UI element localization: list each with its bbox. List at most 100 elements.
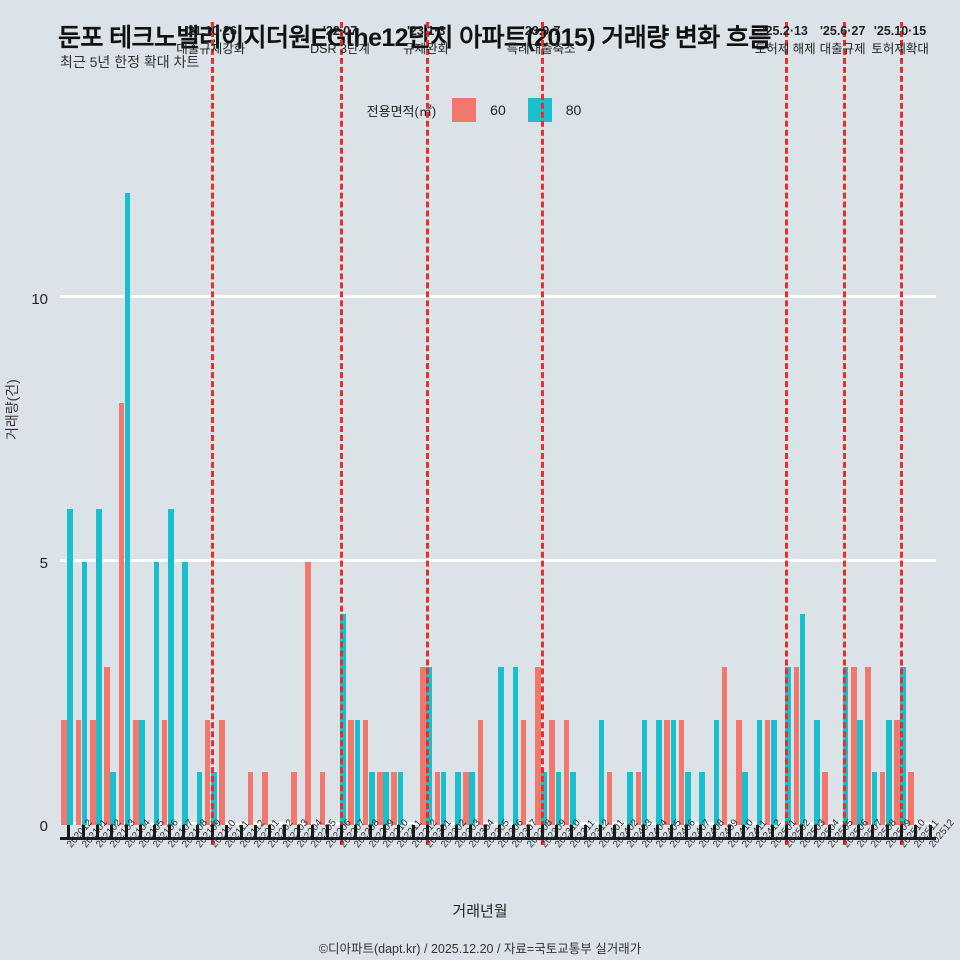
bar-202201-60: [247, 772, 254, 825]
event-label-202506: '25.6·27 대출규제: [798, 22, 888, 58]
event-label-202110: '21.10·26 대출규제강화: [166, 22, 256, 58]
bar-202309-80: [541, 772, 547, 825]
x-tick-202402: [612, 825, 616, 837]
event-date-202510: '25.10·15: [873, 24, 927, 38]
x-tick-202311: [569, 825, 573, 837]
bar-202207-80: [340, 614, 346, 825]
x-tick-202204: [296, 825, 300, 837]
x-tick-202105: [138, 825, 142, 837]
legend-label-80: 80: [565, 102, 582, 118]
event-date-202502: '25.2·13: [762, 24, 808, 38]
x-tick-202111: [225, 825, 229, 837]
bar-202311-60: [563, 719, 570, 825]
x-tick-202507: [857, 825, 861, 837]
event-text-202207: DSR 3단계: [310, 42, 370, 57]
event-date-202506: '25.6·27: [819, 24, 866, 38]
bar-202408-80: [699, 772, 705, 825]
x-tick-202505: [828, 825, 832, 837]
bar-202205-60: [305, 561, 311, 825]
event-text-202301: 규제완화: [403, 42, 450, 57]
x-axis: 202012 202101 202102 202103 202104 202105 2021…: [60, 817, 957, 945]
x-tick-202112: [239, 825, 243, 837]
bar-202108-80: [182, 561, 188, 825]
legend-swatch-80: [527, 98, 552, 122]
bar-202307-80: [512, 666, 519, 825]
x-tick-202312: [584, 825, 588, 837]
x-tick-202502: [785, 825, 789, 837]
bar-202211-80: [397, 772, 404, 825]
bar-202403-80: [627, 772, 634, 825]
bar-202503-80: [799, 614, 806, 825]
bar-202503-60: [793, 666, 800, 825]
x-tick-202210: [383, 825, 387, 837]
x-axis-line: [60, 837, 936, 840]
bar-202110-60: [204, 719, 211, 825]
event-label-202207: '22.07 DSR 3단계: [295, 22, 385, 58]
bar-202103-80: [110, 772, 117, 825]
x-tick-202303: [454, 825, 458, 837]
bar-202107-60: [161, 719, 168, 825]
bar-202506-80: [842, 666, 849, 825]
x-tick-202506: [842, 825, 846, 837]
bar-202101-60: [75, 719, 82, 825]
x-tick-202404: [641, 825, 645, 837]
bar-202309-60: [535, 666, 541, 825]
bar-202107-80: [167, 508, 174, 825]
event-label-202502: '25.2·13 토허제 해제: [740, 22, 830, 58]
bar-202208-60: [348, 719, 354, 825]
x-tick-202308: [526, 825, 530, 837]
bar-202411-60: [736, 719, 742, 825]
bar-202306-80: [498, 666, 504, 825]
x-tick-202501: [770, 825, 774, 837]
x-axis-title: 거래년월: [452, 903, 508, 920]
page-title: 둔포 테크노밸리이지더원EGthe12단지 아파트(2015) 거래량 변화 흐…: [58, 24, 771, 52]
bar-202407-80: [684, 772, 691, 825]
x-tick-202301: [426, 825, 430, 837]
x-tick-202106: [153, 825, 157, 837]
bar-202509-80: [885, 719, 892, 825]
bar-202511-60: [908, 772, 915, 825]
bar-202402-60: [606, 772, 613, 825]
event-text-202510: 토허제확대: [871, 42, 929, 57]
bar-202101-80: [81, 561, 88, 825]
axis-baseline: [60, 822, 936, 825]
bar-202310-80: [555, 772, 562, 825]
x-tick-202307: [512, 825, 516, 837]
event-date-202207: '22.07: [322, 24, 358, 38]
bar-202501-80: [771, 719, 777, 825]
x-tick-202104: [124, 825, 128, 837]
legend-title: 전용면적(㎡): [366, 103, 437, 119]
x-tick-202202: [268, 825, 272, 837]
bar-202204-60: [290, 772, 297, 825]
bar-202304-60: [463, 772, 469, 825]
x-tick-202304: [469, 825, 473, 837]
bar-202406-60: [664, 719, 670, 825]
bar-202406-80: [670, 719, 677, 825]
y-tick-label-0: 0: [39, 818, 48, 835]
bar-202304-80: [469, 772, 476, 825]
bar-202411-80: [742, 772, 748, 825]
bar-202410-60: [721, 666, 728, 825]
x-tick-202410: [727, 825, 731, 837]
x-tick-202211: [397, 825, 401, 837]
x-tick-202405: [655, 825, 659, 837]
bar-202305-60: [477, 719, 484, 825]
event-line-202502: [785, 22, 789, 845]
event-line-202510: [900, 22, 904, 845]
bar-202012-80: [67, 508, 73, 825]
x-tick-202107: [167, 825, 171, 837]
bar-202404-60: [635, 772, 642, 825]
bar-202206-60: [319, 772, 326, 825]
bar-202302-80: [440, 772, 447, 825]
x-tick-202509: [885, 825, 889, 837]
x-tick-202206: [325, 825, 329, 837]
y-axis-title: 거래량(건): [4, 379, 20, 440]
page-subtitle: 최근 5년 한정 확대 차트: [60, 54, 200, 70]
bar-202102-80: [96, 508, 102, 825]
bar-202401-80: [598, 719, 605, 825]
x-tick-202309: [541, 825, 545, 837]
bar-202103-60: [104, 666, 110, 825]
x-tick-202407: [684, 825, 688, 837]
bar-202211-60: [391, 772, 398, 825]
